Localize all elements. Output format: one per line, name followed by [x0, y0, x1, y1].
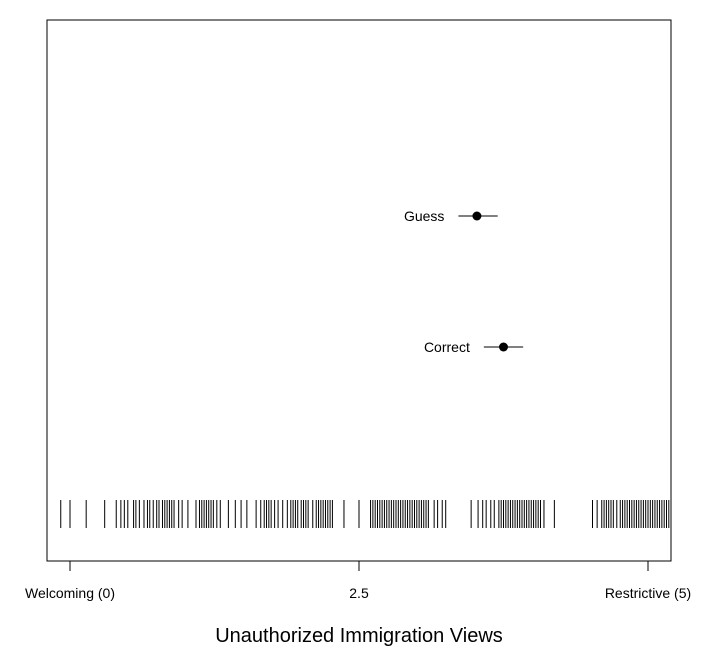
point-marker — [499, 342, 508, 352]
point-estimates: Guess Correct — [404, 208, 524, 355]
x-tick-label: 2.5 — [349, 585, 369, 601]
x-tick-label: Restrictive (5) — [605, 585, 691, 601]
plot-frame — [46, 19, 672, 562]
rug-marks — [60, 500, 670, 528]
point-label: Correct — [424, 339, 470, 355]
point-marker — [472, 211, 482, 221]
x-tick-label: Welcoming (0) — [25, 585, 115, 601]
point-label: Guess — [404, 208, 444, 224]
x-axis-tick-labels: Welcoming (0) 2.5 Restrictive (5) — [25, 585, 691, 601]
x-axis-ticks — [69, 561, 649, 571]
x-axis-label: Unauthorized Immigration Views — [215, 625, 503, 647]
